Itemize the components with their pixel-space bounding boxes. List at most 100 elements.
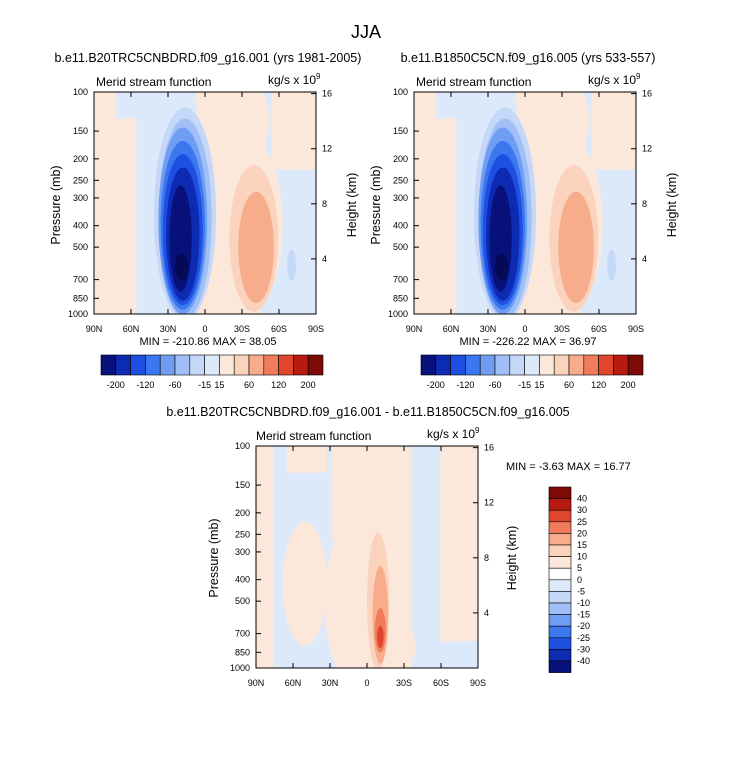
colorbar-label: 25 <box>577 517 587 527</box>
colorbar-swatch <box>435 354 451 376</box>
y-tick-label: 250 <box>235 529 250 539</box>
colorbar-swatch <box>420 354 437 376</box>
x-tick-label: 90S <box>308 324 324 334</box>
y-right-tick-label: 12 <box>642 144 652 154</box>
panel-subtitle: Merid stream function <box>96 75 211 89</box>
x-tick-label: 60S <box>591 324 607 334</box>
colorbar: -200 -120 -60 -15 15 60 120 200 <box>100 354 324 390</box>
x-tick-label: 60N <box>123 324 140 334</box>
colorbar-swatch <box>307 354 324 376</box>
colorbar-swatch <box>450 354 466 376</box>
colorbar-swatch <box>548 556 572 569</box>
colorbar-swatch <box>494 354 511 376</box>
x-tick-label: 30N <box>480 324 497 334</box>
colorbar-swatch <box>204 354 220 376</box>
colorbar: -200 -120 -60 -15 15 60 120 200 <box>420 354 644 390</box>
y-tick-label: 200 <box>73 154 88 164</box>
x-tick-label: 30S <box>234 324 250 334</box>
colorbar-label: 40 <box>577 494 587 504</box>
colorbar-label: -40 <box>577 656 590 666</box>
y-right-tick-label: 12 <box>484 498 494 508</box>
y-right-tick-label: 12 <box>322 144 332 154</box>
colorbar-swatch <box>548 544 572 557</box>
colorbar-label: 15 <box>534 380 544 390</box>
colorbar-label: -15 <box>198 380 211 390</box>
x-tick-label: 60S <box>271 324 287 334</box>
colorbar-swatch <box>233 354 250 376</box>
colorbar-swatch <box>548 579 572 592</box>
y-tick-label: 1000 <box>388 309 408 319</box>
colorbar-label: -200 <box>107 380 125 390</box>
y-right-tick-label: 8 <box>484 553 489 563</box>
colorbar-swatch <box>548 625 572 639</box>
y-axis-label: Pressure (mb) <box>49 165 63 244</box>
colorbar-label: 15 <box>214 380 224 390</box>
y-right-tick-label: 4 <box>322 254 327 264</box>
colorbar-swatch <box>548 498 572 511</box>
colorbar-swatch <box>548 509 572 523</box>
x-tick-label: 0 <box>522 324 527 334</box>
min-max-stats: MIN = -3.63 MAX = 16.77 <box>506 461 631 473</box>
y-axis-right-label: Height (km) <box>665 173 679 238</box>
y-tick-label: 300 <box>393 193 408 203</box>
colorbar-swatch <box>278 354 294 376</box>
y-right-tick-label: 4 <box>484 608 489 618</box>
colorbar-swatch <box>159 354 176 376</box>
colorbar-swatch <box>548 649 572 662</box>
y-right-tick-label: 16 <box>484 443 494 453</box>
panel-title: b.e11.B1850C5CN.f09_g16.005 (yrs 533-557… <box>401 51 656 65</box>
colorbar-swatch <box>548 602 572 615</box>
colorbar-label: 20 <box>577 528 587 538</box>
colorbar-label: -10 <box>577 598 590 608</box>
colorbar-label: 200 <box>301 380 316 390</box>
colorbar-swatch <box>130 354 146 376</box>
colorbar-label: 60 <box>244 380 254 390</box>
panel-title: b.e11.B20TRC5CNBDRD.f09_g16.001 (yrs 198… <box>55 51 362 65</box>
y-tick-label: 850 <box>235 647 250 657</box>
y-tick-label: 1000 <box>230 663 250 673</box>
x-tick-label: 90N <box>86 324 103 334</box>
panel-historical: b.e11.B20TRC5CNBDRD.f09_g16.001 (yrs 198… <box>49 51 361 390</box>
min-max-stats: MIN = -210.86 MAX = 38.05 <box>140 336 277 348</box>
y-tick-label: 100 <box>393 87 408 97</box>
colorbar-label: -60 <box>168 380 181 390</box>
colorbar-swatch <box>145 354 161 376</box>
colorbar-swatch <box>613 354 629 376</box>
y-tick-label: 100 <box>73 87 88 97</box>
colorbar-label: 60 <box>564 380 574 390</box>
y-tick-label: 1000 <box>68 309 88 319</box>
colorbar-swatch <box>568 354 585 376</box>
colorbar-swatch <box>509 354 525 376</box>
figure-title: JJA <box>351 22 381 42</box>
colorbar-label: -15 <box>577 610 590 620</box>
y-right-tick-label: 4 <box>642 254 647 264</box>
x-tick-label: 90N <box>248 678 265 688</box>
colorbar-swatch <box>548 614 572 627</box>
y-tick-label: 700 <box>73 275 88 285</box>
y-tick-label: 850 <box>73 293 88 303</box>
y-axis-label: Pressure (mb) <box>207 518 221 597</box>
y-tick-label: 400 <box>73 221 88 231</box>
colorbar-swatch <box>219 354 235 376</box>
colorbar-swatch <box>627 354 644 376</box>
colorbar-swatch <box>465 354 481 376</box>
colorbar-label: 0 <box>577 575 582 585</box>
colorbar-label: -5 <box>577 586 585 596</box>
y-axis-label: Pressure (mb) <box>369 165 383 244</box>
colorbar-swatch <box>548 591 572 604</box>
y-right-tick-label: 8 <box>642 199 647 209</box>
units-label: kg/s x 109 <box>588 72 641 87</box>
colorbar-swatch <box>548 486 572 499</box>
colorbar-swatch <box>583 354 599 376</box>
y-tick-label: 500 <box>235 596 250 606</box>
colorbar-swatch <box>548 637 572 650</box>
colorbar-swatch <box>174 354 191 376</box>
plot-axes: 90N 60N 30N 0 30S 60S 90S 100 150 200 250 300 400 500… <box>388 87 652 334</box>
colorbar-swatch <box>598 354 614 376</box>
panel-control: b.e11.B1850C5CN.f09_g16.005 (yrs 533-557… <box>369 51 679 390</box>
plot-axes: 90N 60N 30N 0 30S 60S 90S 100 150 200 250 300 400 500… <box>68 87 332 334</box>
x-tick-label: 0 <box>202 324 207 334</box>
y-tick-label: 250 <box>73 175 88 185</box>
colorbar-label: -30 <box>577 644 590 654</box>
colorbar-label: -15 <box>518 380 531 390</box>
